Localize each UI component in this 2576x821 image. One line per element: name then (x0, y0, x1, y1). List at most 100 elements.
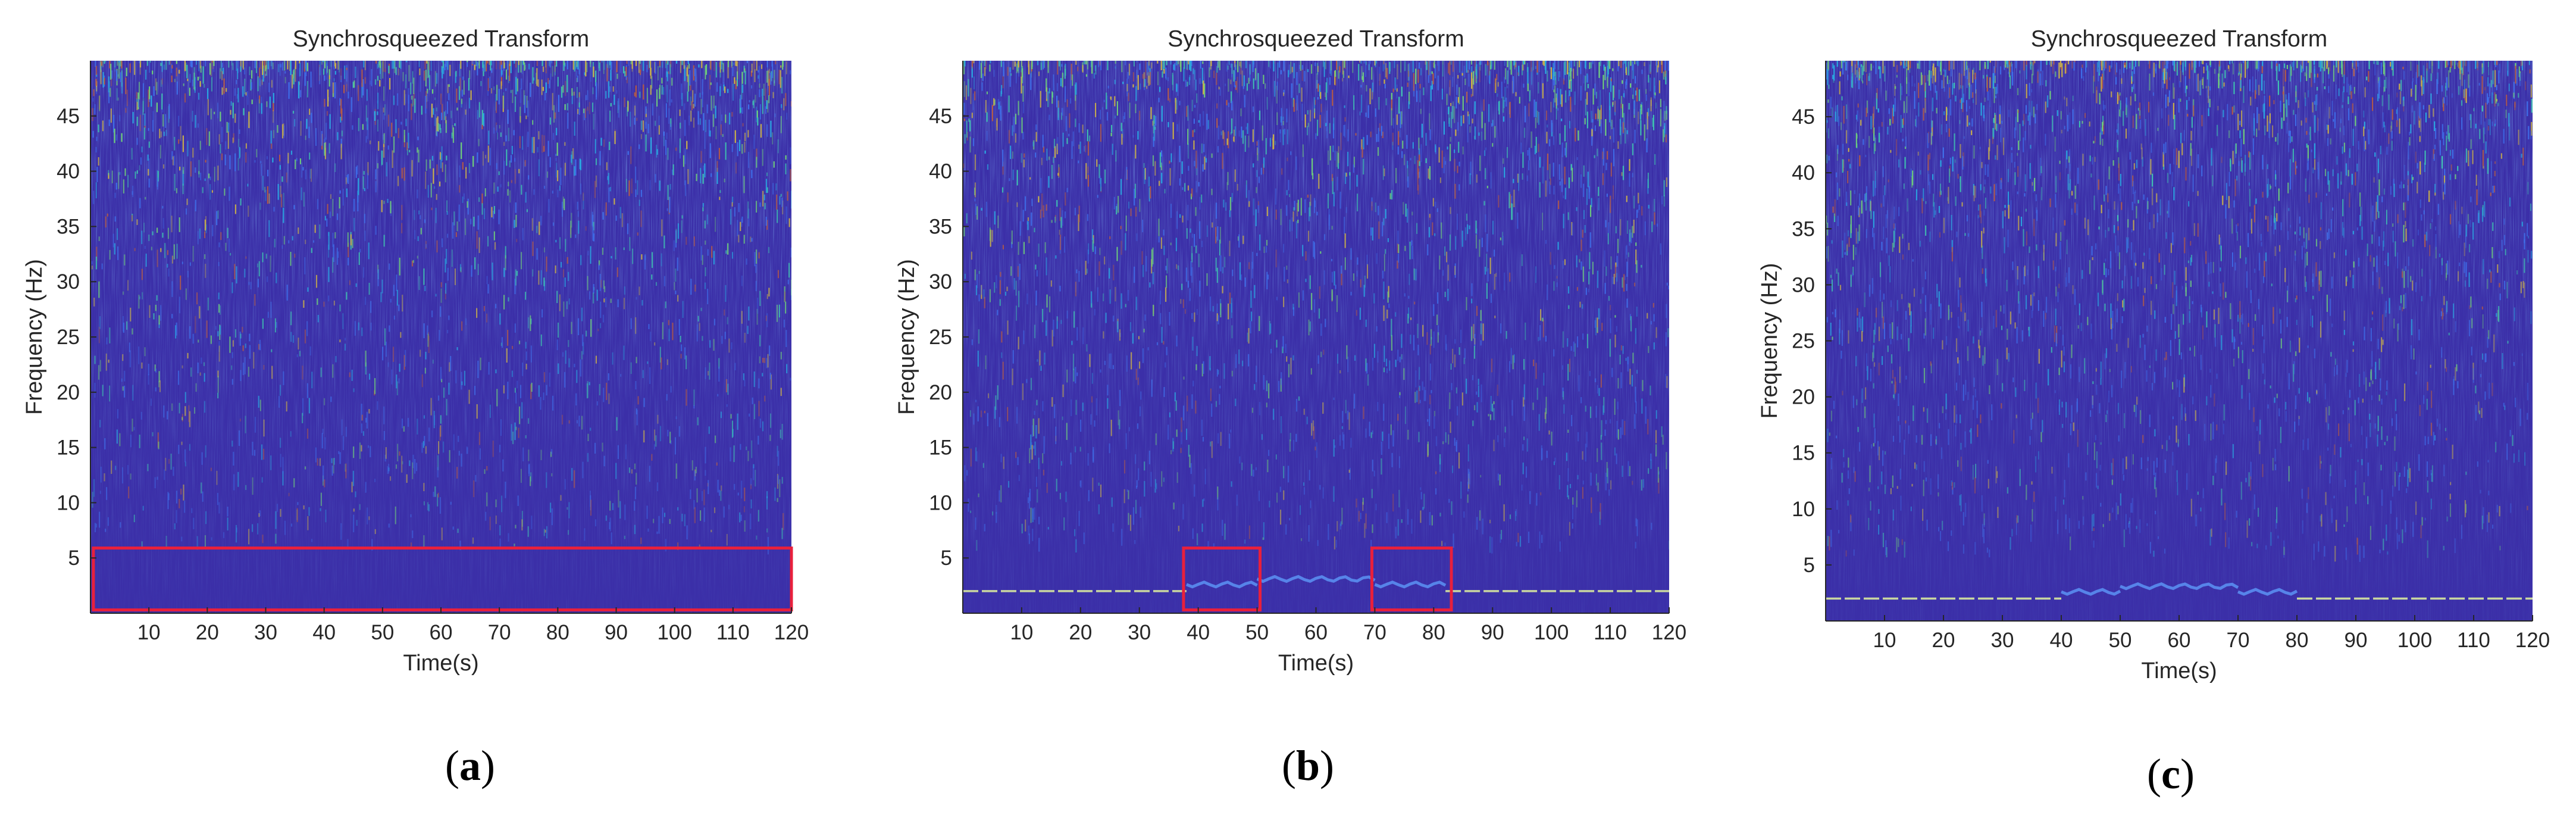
x-tick-label: 80 (1422, 621, 1445, 644)
x-tick-label: 120 (1652, 621, 1686, 644)
x-tick-label: 90 (605, 621, 628, 644)
ridge-line (2061, 588, 2121, 596)
x-tick-label: 30 (1991, 629, 2014, 652)
y-tick-label: 30 (1792, 273, 1815, 296)
x-tick-label: 20 (1069, 621, 1092, 644)
caption-letter: c (2161, 750, 2180, 798)
x-tick-label: 90 (2345, 629, 2368, 652)
y-tick-label: 30 (57, 270, 80, 294)
x-tick-label: 40 (1187, 621, 1210, 644)
y-tick-label: 5 (941, 547, 952, 570)
heatmap-speckles (91, 61, 791, 555)
chart-title: Synchrosqueezed Transform (2031, 26, 2328, 52)
y-tick-label: 40 (57, 160, 80, 183)
ridge-line (2120, 582, 2239, 591)
y-axis-label: Frequency (Hz) (22, 259, 47, 415)
y-tick-label: 25 (1792, 330, 1815, 353)
x-tick-label: 60 (430, 621, 453, 644)
x-axis-label: Time(s) (1278, 651, 1354, 676)
heatmap-speckles (963, 61, 1669, 554)
y-tick-label: 20 (57, 381, 80, 404)
ridge-line (1185, 580, 1258, 589)
highlight-box (1370, 546, 1453, 611)
caption-open: ( (2147, 750, 2161, 798)
x-tick-label: 100 (657, 621, 691, 644)
x-tick-label: 50 (2109, 629, 2132, 652)
x-tick-label: 40 (2050, 629, 2073, 652)
y-tick-label: 15 (929, 436, 952, 460)
y-tick-label: 25 (929, 326, 952, 349)
x-tick-label: 50 (371, 621, 394, 644)
y-tick-label: 45 (929, 105, 952, 128)
y-tick-label: 10 (57, 491, 80, 514)
y-tick-label: 20 (929, 381, 952, 404)
y-tick-label: 20 (1792, 386, 1815, 409)
x-tick-label: 110 (2457, 629, 2490, 652)
x-tick-label: 30 (254, 621, 277, 644)
y-axis-label: Frequency (Hz) (1757, 263, 1782, 419)
highlight-box (92, 546, 793, 611)
y-tick-label: 35 (57, 215, 80, 238)
y-tick-label: 35 (929, 215, 952, 238)
caption-close: ) (481, 742, 495, 789)
x-tick-label: 70 (1363, 621, 1386, 644)
x-tick-label: 60 (1304, 621, 1328, 644)
x-tick-label: 20 (196, 621, 219, 644)
x-tick-label: 80 (546, 621, 569, 644)
x-tick-label: 120 (2515, 629, 2550, 652)
x-tick-label: 100 (2397, 629, 2432, 652)
y-tick-label: 40 (929, 160, 952, 183)
y-tick-label: 45 (57, 105, 80, 128)
caption-letter: b (1296, 742, 1320, 789)
y-tick-label: 10 (1792, 498, 1815, 521)
x-tick-label: 50 (1245, 621, 1269, 644)
x-tick-label: 10 (137, 621, 161, 644)
y-tick-label: 25 (57, 326, 80, 349)
ridge-line (1374, 580, 1447, 589)
caption-letter: a (459, 742, 481, 789)
caption-open: ( (1282, 742, 1296, 789)
chart-title: Synchrosqueezed Transform (1168, 26, 1464, 52)
caption-close: ) (1320, 742, 1334, 789)
chart-panel-a: 10 20 30 40 50 60 70 80 90 100 110 120 5 10 15 20 25 30 35… (22, 26, 809, 789)
x-tick-label: 30 (1128, 621, 1151, 644)
y-tick-label: 15 (57, 436, 80, 460)
chart-panel-c: 10 20 30 40 50 60 70 80 90 100 110 120 5 10 15 20 25 30 35… (1757, 26, 2550, 798)
x-tick-label: 10 (1873, 629, 1896, 652)
chart-title: Synchrosqueezed Transform (293, 26, 590, 52)
x-axis-label: Time(s) (2141, 658, 2217, 683)
heatmap-speckles (1826, 61, 2533, 562)
x-tick-label: 20 (1932, 629, 1955, 652)
caption-open: ( (445, 742, 459, 789)
panel-caption: (a) (445, 742, 495, 789)
y-tick-label: 35 (1792, 217, 1815, 241)
x-axis-label: Time(s) (403, 651, 478, 676)
y-tick-label: 15 (1792, 442, 1815, 465)
x-tick-label: 110 (716, 621, 750, 644)
caption-close: ) (2180, 750, 2195, 798)
y-axis-label: Frequency (Hz) (894, 259, 919, 415)
x-tick-label: 60 (2168, 629, 2191, 652)
x-tick-label: 80 (2286, 629, 2309, 652)
y-tick-label: 45 (1792, 105, 1815, 129)
panel-caption: (b) (1282, 742, 1334, 789)
y-tick-label: 30 (929, 270, 952, 294)
y-tick-label: 40 (1792, 161, 1815, 185)
x-tick-label: 90 (1481, 621, 1504, 644)
x-tick-label: 70 (2227, 629, 2250, 652)
chart-panel-b: 10 20 30 40 50 60 70 80 90 100 110 120 5 10 15 20 25 30 35… (894, 26, 1686, 789)
x-tick-label: 110 (1594, 621, 1627, 644)
ridge-line (1256, 575, 1376, 583)
y-tick-label: 10 (929, 491, 952, 514)
y-tick-label: 5 (68, 547, 80, 570)
x-tick-label: 100 (1534, 621, 1569, 644)
panel-caption: (c) (2147, 750, 2195, 798)
x-tick-label: 40 (312, 621, 336, 644)
x-tick-label: 120 (774, 621, 809, 644)
x-tick-label: 70 (488, 621, 511, 644)
y-tick-label: 5 (1804, 554, 1815, 577)
ridge-line (2237, 588, 2298, 596)
highlight-box (1182, 546, 1262, 611)
x-tick-label: 10 (1010, 621, 1033, 644)
